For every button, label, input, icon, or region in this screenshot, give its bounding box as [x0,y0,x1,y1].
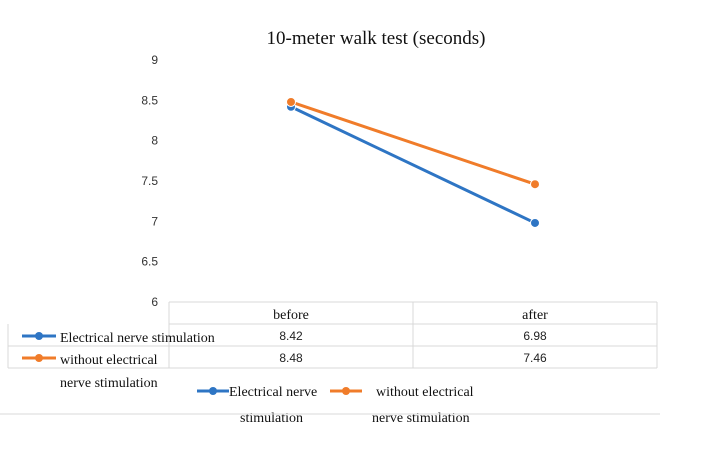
table-row-label: nerve stimulation [60,376,158,391]
data-point-1-after [530,217,540,228]
table-row-label: without electrical [60,353,158,368]
table-column-header: before [273,308,309,323]
legend-label: stimulation [240,411,303,426]
y-tick-label: 8.5 [141,93,158,107]
series-lines [286,96,540,228]
table-cell: 8.42 [279,329,303,343]
y-axis-ticks: 9 8.5 8 7.5 7 6.5 6 [141,53,158,309]
y-tick-label: 6.5 [141,255,158,269]
legend-key-marker [209,387,217,395]
series-line-1 [289,105,537,225]
legend: Electrical nerve stimulation without elect… [197,385,474,426]
data-point-2-after [530,179,540,190]
legend-label: without electrical [376,385,474,400]
legend-label: nerve stimulation [372,411,470,426]
y-tick-label: 8 [151,134,158,148]
y-tick-label: 7 [151,214,158,228]
y-tick-label: 7.5 [141,174,158,188]
legend-label: Electrical nerve [229,385,317,400]
data-table: before after 8.42 6.98 Electrical nerve stim… [7,301,658,391]
table-column-header: after [522,308,548,323]
legend-key-marker [342,387,350,395]
chart-title: 10-meter walk test (seconds) [267,28,486,49]
row-key-marker [35,332,43,340]
table-cell: 8.48 [279,351,303,365]
row-key-marker [35,354,43,362]
table-row-label: Electrical nerve stimulation [60,331,215,346]
y-tick-label: 6 [151,295,158,309]
data-point-2-before [286,96,296,107]
table-cell: 7.46 [523,351,547,365]
y-tick-label: 9 [151,53,158,67]
series-line-2 [289,100,537,186]
table-cell: 6.98 [523,329,547,343]
